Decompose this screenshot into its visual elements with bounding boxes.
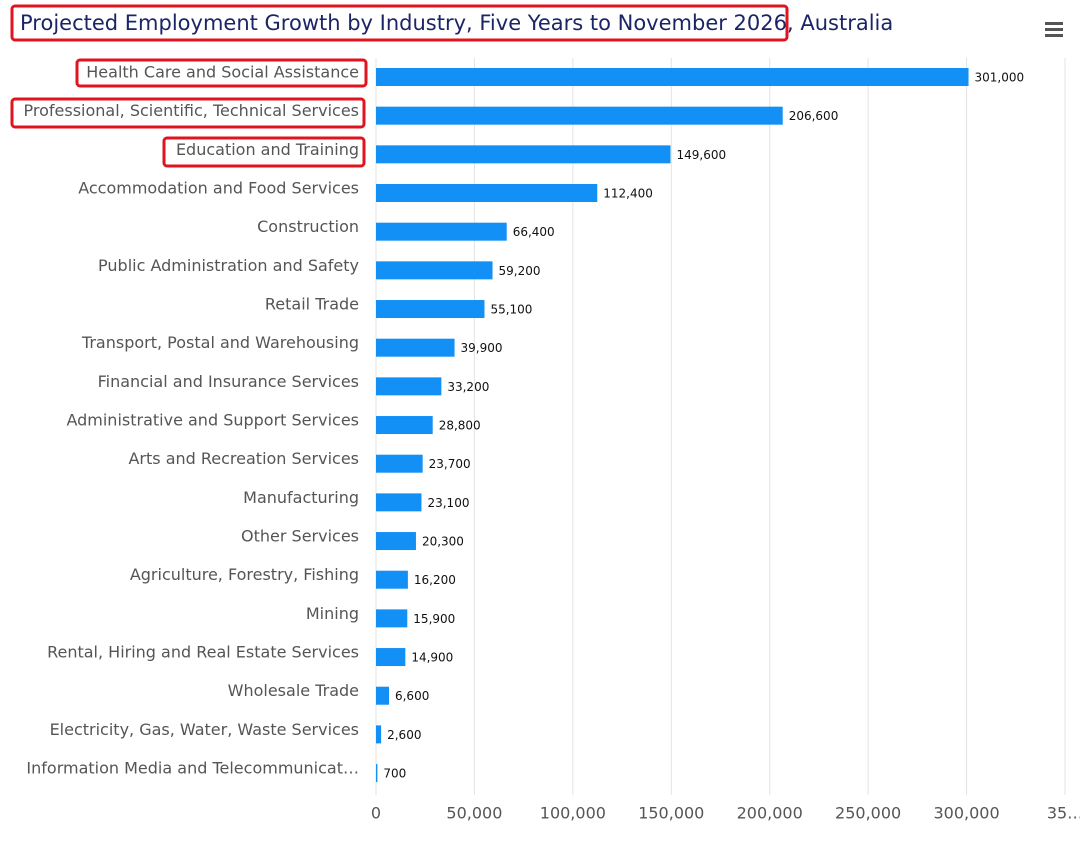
y-tick-label: Manufacturing	[243, 488, 359, 507]
value-label: 28,800	[439, 419, 481, 433]
value-label: 39,900	[461, 341, 503, 355]
bar	[376, 145, 671, 164]
bar	[376, 68, 969, 86]
bar	[376, 648, 406, 667]
bar	[376, 261, 493, 280]
value-label: 301,000	[975, 71, 1025, 85]
bar	[376, 570, 408, 589]
y-tick-label: Electricity, Gas, Water, Waste Services	[50, 720, 359, 739]
x-tick-label: 150,000	[638, 804, 704, 823]
menu-bar[interactable]	[1045, 34, 1063, 37]
y-tick-label: Wholesale Trade	[228, 681, 359, 700]
y-tick-label: Financial and Insurance Services	[98, 372, 359, 391]
value-label: 55,100	[490, 303, 532, 317]
value-label: 15,900	[413, 612, 455, 626]
bar	[376, 532, 416, 551]
bar	[376, 222, 507, 241]
value-label: 23,700	[429, 457, 471, 471]
y-tick-label: Construction	[257, 217, 359, 236]
highlight-box	[10, 97, 366, 129]
value-label: 2,600	[387, 728, 421, 742]
value-label: 16,200	[414, 573, 456, 587]
bar	[376, 377, 442, 396]
x-tick-label: 50,000	[446, 804, 502, 823]
y-tick-label: Public Administration and Safety	[98, 256, 359, 275]
x-tick-label: 0	[371, 804, 381, 823]
chart-title: Projected Employment Growth by Industry,…	[20, 11, 893, 35]
bar	[376, 106, 783, 125]
value-label: 206,600	[789, 109, 839, 123]
bar	[376, 300, 485, 319]
bar	[376, 338, 455, 357]
x-tick-label: 35…	[1047, 804, 1080, 823]
menu-bar[interactable]	[1045, 22, 1063, 25]
bar	[376, 184, 598, 203]
highlight-box	[162, 136, 366, 168]
y-tick-label: Other Services	[241, 527, 359, 546]
y-tick-label: Transport, Postal and Warehousing	[81, 333, 359, 352]
value-label: 700	[383, 767, 406, 781]
x-tick-label: 250,000	[835, 804, 901, 823]
bar	[376, 416, 433, 435]
value-label: 14,900	[411, 651, 453, 665]
bar	[376, 725, 382, 744]
highlight-box	[75, 58, 368, 88]
x-tick-label: 200,000	[737, 804, 803, 823]
bar	[376, 609, 408, 628]
y-tick-label: Accommodation and Food Services	[78, 179, 359, 198]
value-label: 66,400	[513, 225, 555, 239]
value-label: 6,600	[395, 689, 429, 703]
y-tick-label: Retail Trade	[265, 295, 359, 314]
y-tick-label: Arts and Recreation Services	[128, 449, 359, 468]
x-tick-label: 100,000	[540, 804, 606, 823]
y-tick-label: Agriculture, Forestry, Fishing	[130, 565, 359, 584]
y-tick-label: Rental, Hiring and Real Estate Services	[47, 643, 359, 662]
y-tick-label: Professional, Scientific, Technical Serv…	[24, 101, 360, 120]
value-label: 33,200	[447, 380, 489, 394]
y-tick-label: Education and Training	[176, 140, 359, 159]
y-tick-label: Information Media and Telecommunicat…	[26, 759, 359, 778]
bar	[376, 764, 378, 783]
y-tick-label: Mining	[306, 604, 359, 623]
y-tick-label: Health Care and Social Assistance	[86, 63, 359, 82]
menu-bar[interactable]	[1045, 28, 1063, 31]
bar	[376, 686, 389, 705]
value-label: 149,600	[676, 148, 726, 162]
value-label: 112,400	[603, 187, 653, 201]
value-label: 23,100	[427, 496, 469, 510]
value-label: 20,300	[422, 535, 464, 549]
y-tick-label: Administrative and Support Services	[66, 411, 359, 430]
x-tick-label: 300,000	[933, 804, 999, 823]
highlight-box	[10, 4, 789, 42]
menu-icon[interactable]	[1045, 22, 1063, 37]
bar	[376, 493, 422, 512]
value-label: 59,200	[499, 264, 541, 278]
bar	[376, 454, 423, 473]
